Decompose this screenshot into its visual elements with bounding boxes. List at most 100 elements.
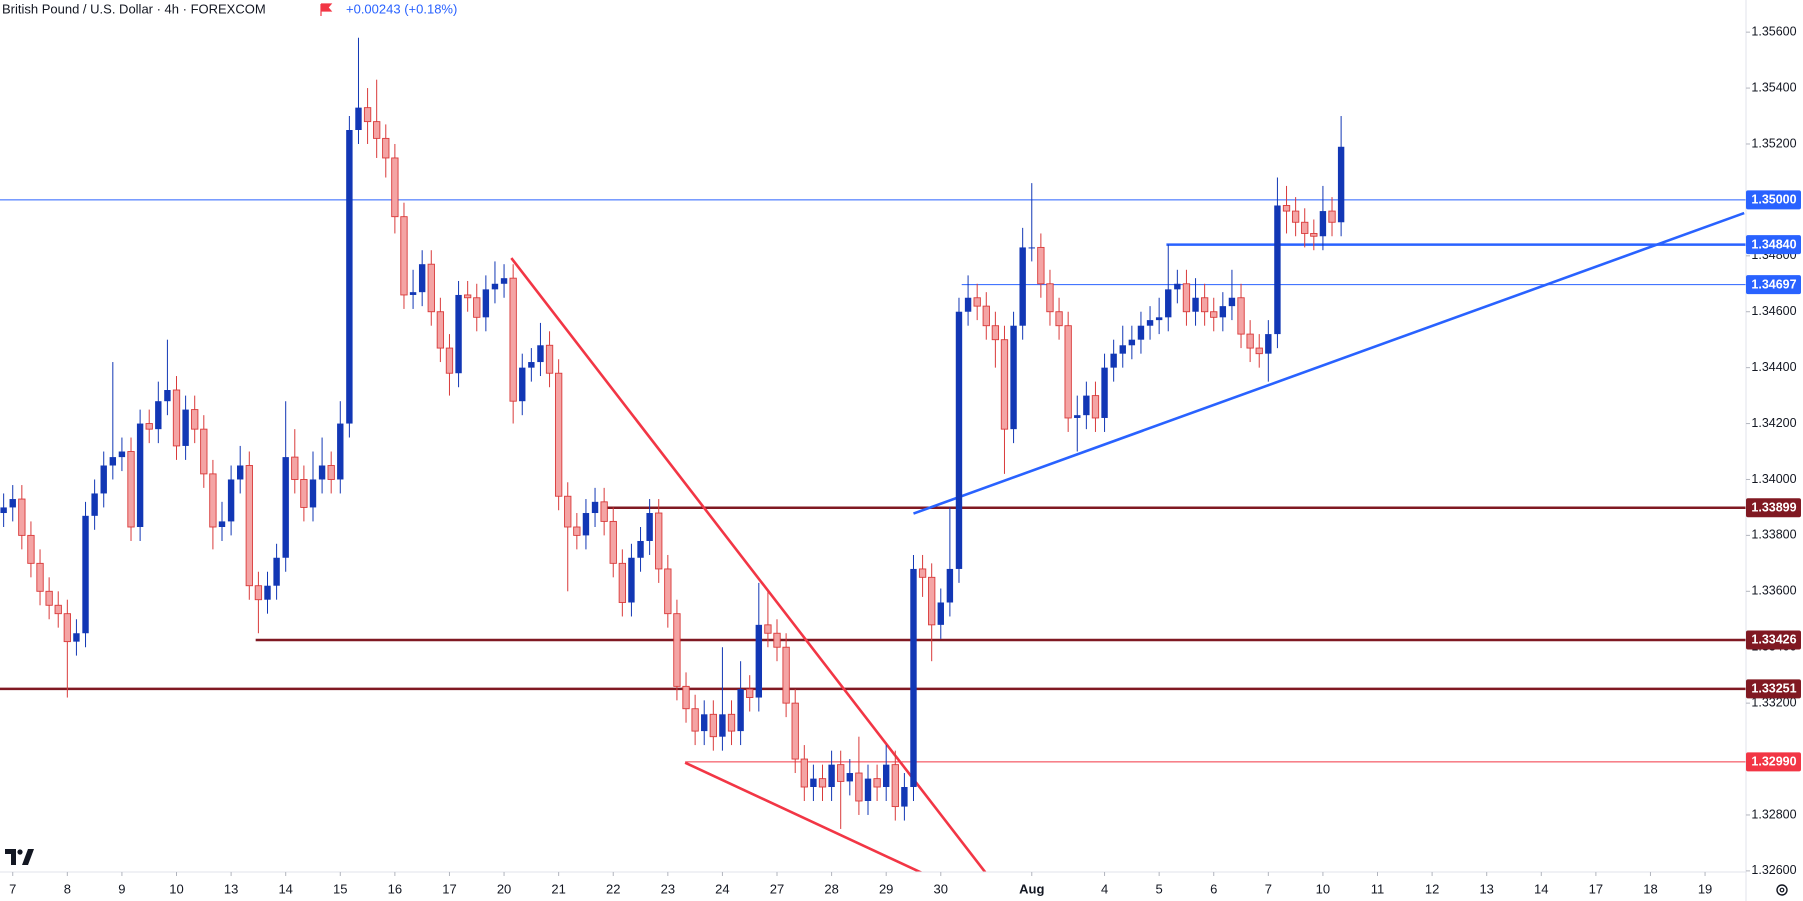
candle-body bbox=[791, 702, 799, 760]
candle-body bbox=[318, 465, 326, 480]
x-tick-label: 16 bbox=[388, 881, 402, 896]
flag-icon[interactable] bbox=[320, 3, 333, 16]
candle-body bbox=[1128, 339, 1136, 346]
candle-body bbox=[218, 521, 226, 528]
level-tag-label: 1.33251 bbox=[1751, 682, 1796, 696]
candle-body bbox=[1255, 347, 1263, 355]
candle-body bbox=[1282, 205, 1291, 212]
candle-body bbox=[701, 714, 708, 732]
candle-body bbox=[455, 294, 462, 374]
candle-body bbox=[537, 345, 544, 363]
candle-body bbox=[519, 367, 526, 402]
x-tick-label: 17 bbox=[442, 881, 456, 896]
candle-body bbox=[646, 513, 653, 541]
candle-body bbox=[1064, 325, 1072, 419]
candle-body bbox=[227, 479, 235, 522]
candle-body bbox=[445, 347, 454, 374]
candle-body bbox=[27, 534, 35, 564]
candle-body bbox=[309, 479, 317, 508]
x-tick-label: 11 bbox=[1371, 881, 1385, 896]
candle-body bbox=[982, 305, 990, 327]
candle-body bbox=[609, 520, 617, 564]
candle-body bbox=[1046, 283, 1054, 313]
candle-body bbox=[1110, 353, 1117, 368]
candle-body bbox=[100, 465, 107, 494]
candle-body bbox=[1028, 247, 1035, 249]
candle-body bbox=[664, 568, 672, 615]
tradingview-logo[interactable] bbox=[5, 849, 34, 865]
candle-body bbox=[18, 498, 26, 536]
x-tick-label: 9 bbox=[118, 881, 125, 896]
trend-line bbox=[684, 761, 924, 872]
candle-body bbox=[628, 557, 635, 603]
candle-body bbox=[782, 646, 790, 704]
x-tick-label: 13 bbox=[1479, 881, 1493, 896]
candle-body bbox=[719, 714, 726, 737]
candle-body bbox=[300, 479, 308, 508]
candle-body bbox=[182, 409, 189, 446]
x-tick-label: 24 bbox=[715, 881, 729, 896]
candle-body bbox=[1074, 415, 1081, 418]
candle-body bbox=[482, 289, 490, 318]
candle-body bbox=[136, 423, 144, 528]
level-tag-label: 1.33426 bbox=[1751, 633, 1796, 647]
candle-body bbox=[327, 465, 335, 480]
level-tag-label: 1.34697 bbox=[1751, 277, 1796, 291]
candle-body bbox=[955, 311, 963, 569]
candle-body bbox=[1000, 339, 1009, 430]
level-tag-label: 1.34840 bbox=[1751, 237, 1796, 251]
candle-body bbox=[928, 576, 936, 626]
candle-body bbox=[673, 613, 681, 687]
candle-body bbox=[45, 590, 53, 606]
y-tick-label: 1.35400 bbox=[1751, 80, 1796, 94]
x-tick-label: 7 bbox=[9, 881, 16, 896]
candle-body bbox=[245, 465, 253, 587]
candle-body bbox=[818, 778, 827, 788]
candle-body bbox=[1246, 333, 1254, 349]
x-tick-label: 29 bbox=[879, 881, 893, 896]
candle-body bbox=[582, 513, 590, 536]
candle-body bbox=[264, 585, 271, 600]
settings-icon[interactable] bbox=[1776, 884, 1788, 896]
candle-body bbox=[1274, 205, 1281, 335]
y-tick-label: 1.34600 bbox=[1751, 304, 1796, 318]
x-tick-label: 6 bbox=[1210, 881, 1217, 896]
candle-body bbox=[846, 773, 853, 782]
level-tag bbox=[1746, 190, 1801, 210]
y-tick-label: 1.33200 bbox=[1751, 695, 1796, 709]
candle-body bbox=[91, 493, 98, 516]
candle-body bbox=[1192, 297, 1199, 312]
x-tick-label: 7 bbox=[1265, 881, 1272, 896]
candle-body bbox=[1137, 325, 1145, 340]
candle-body bbox=[528, 362, 535, 368]
candle-body bbox=[1219, 306, 1227, 318]
candle-body bbox=[937, 602, 944, 625]
trend-line bbox=[913, 211, 1745, 515]
candle-body bbox=[1010, 325, 1017, 430]
x-tick-label: 14 bbox=[1534, 881, 1548, 896]
level-tag bbox=[1746, 752, 1801, 772]
level-tag-label: 1.32990 bbox=[1751, 755, 1796, 769]
candle-body bbox=[591, 501, 599, 514]
candle-body bbox=[382, 137, 390, 159]
candle-body bbox=[1174, 283, 1181, 290]
candle-body bbox=[346, 130, 353, 424]
candle-body bbox=[964, 297, 972, 312]
y-tick-label: 1.35200 bbox=[1751, 136, 1796, 150]
candle-body bbox=[600, 501, 608, 522]
candle-body bbox=[1210, 311, 1218, 318]
candle-body bbox=[800, 758, 808, 788]
x-tick-label: 13 bbox=[224, 881, 238, 896]
level-tag bbox=[1746, 630, 1801, 650]
level-tag bbox=[1746, 679, 1801, 699]
x-tick-label: 22 bbox=[606, 881, 620, 896]
candle-body bbox=[746, 688, 754, 698]
candle-body bbox=[464, 294, 472, 299]
candle-body bbox=[1328, 210, 1336, 223]
x-tick-label: 30 bbox=[934, 881, 948, 896]
candle-body bbox=[973, 297, 981, 307]
x-tick-label: 4 bbox=[1101, 881, 1108, 896]
candle-body bbox=[1182, 283, 1191, 313]
candle-body bbox=[727, 713, 736, 732]
candle-body bbox=[855, 772, 863, 802]
